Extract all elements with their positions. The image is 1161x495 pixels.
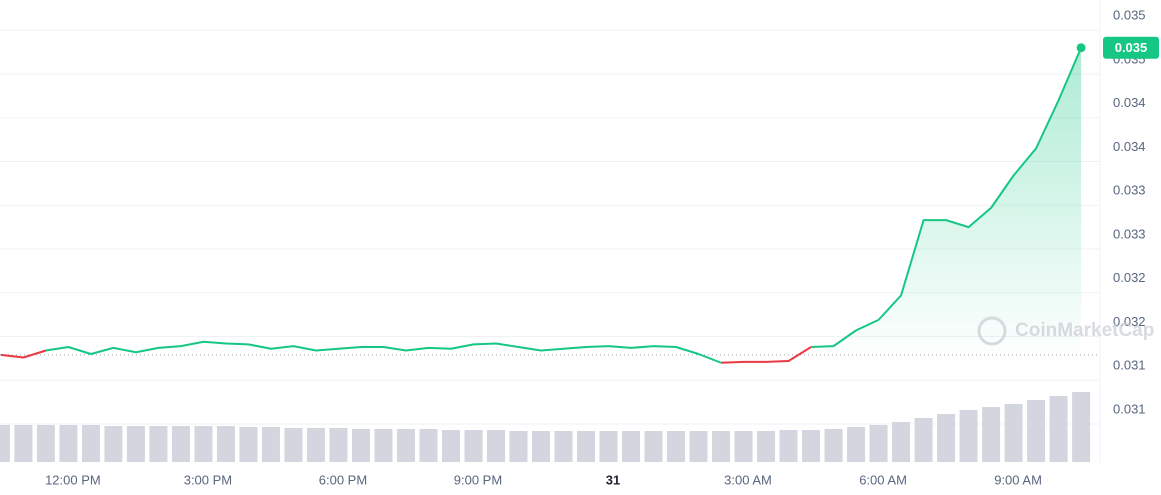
volume-bar — [171, 426, 190, 462]
volume-bar — [126, 426, 145, 462]
x-tick-label: 6:00 AM — [859, 472, 907, 487]
volume-bar — [441, 430, 460, 462]
volume-bar — [509, 431, 528, 462]
volume-bar — [982, 407, 1001, 462]
y-tick-label: 0.034 — [1113, 139, 1146, 154]
y-tick-label: 0.034 — [1113, 95, 1146, 110]
volume-bar — [1072, 392, 1091, 462]
volume-bar — [284, 428, 303, 462]
y-tick-label: 0.032 — [1113, 270, 1146, 285]
volume-bar — [216, 426, 235, 462]
volume-bar — [261, 427, 280, 462]
price-line — [720, 346, 812, 364]
volume-bar — [351, 429, 370, 462]
y-tick-label: 0.031 — [1113, 358, 1146, 373]
volume-bar — [824, 429, 843, 462]
volume-bar — [36, 425, 55, 462]
volume-bar — [396, 429, 415, 462]
volume-bar — [81, 425, 100, 462]
volume-bar — [239, 427, 258, 462]
volume-bar — [757, 431, 776, 462]
y-tick-label: 0.035 — [1113, 8, 1146, 23]
volume-bar — [486, 430, 505, 462]
x-tick-label: 3:00 AM — [724, 472, 772, 487]
volume-bar — [802, 430, 821, 462]
volume-bar — [531, 431, 550, 462]
volume-bar — [937, 414, 956, 462]
volume-bar — [0, 425, 10, 462]
x-tick-label: 12:00 PM — [45, 472, 101, 487]
volume-bar — [1049, 396, 1068, 462]
volume-bar — [779, 430, 798, 462]
volume-bar — [104, 426, 123, 462]
price-badge — [1103, 36, 1159, 59]
x-tick-label: 6:00 PM — [319, 472, 367, 487]
y-tick-label: 0.033 — [1113, 226, 1146, 241]
y-tick-label: 0.032 — [1113, 314, 1146, 329]
watermark-logo — [977, 316, 1007, 346]
x-tick-label: 9:00 AM — [994, 472, 1042, 487]
last-point — [1076, 43, 1086, 53]
volume-bar — [329, 428, 348, 462]
volume-bar — [599, 431, 618, 462]
volume-bar — [712, 431, 731, 462]
x-tick-label: 9:00 PM — [454, 472, 502, 487]
price-area — [0, 47, 1082, 363]
x-tick-label: 3:00 PM — [184, 472, 232, 487]
volume-bar — [14, 425, 33, 462]
volume-bar — [869, 425, 888, 462]
volume-bar — [914, 418, 933, 462]
volume-bar — [59, 425, 78, 462]
price-line — [0, 349, 47, 359]
volume-bar — [667, 431, 686, 462]
volume-bar — [577, 431, 596, 462]
volume-bar — [419, 429, 438, 462]
volume-bar — [892, 422, 911, 462]
watermark: CoinMarketCap — [1015, 320, 1154, 341]
price-line — [811, 47, 1083, 348]
volume-bar — [306, 428, 325, 462]
x-tick-label: 31 — [606, 472, 620, 487]
volume-bar — [689, 431, 708, 462]
volume-bar — [149, 426, 168, 462]
volume-bar — [464, 430, 483, 462]
volume-bar — [1004, 404, 1023, 462]
volume-bar — [194, 426, 213, 462]
price-badge-label: 0.035 — [1115, 40, 1148, 55]
volume-bar — [554, 431, 573, 462]
volume-bar — [847, 427, 866, 462]
volume-bar — [374, 429, 393, 462]
volume-bar — [1027, 400, 1046, 462]
y-tick-label: 0.033 — [1113, 183, 1146, 198]
price-line — [45, 340, 722, 364]
volume-bar — [644, 431, 663, 462]
volume-bar — [622, 431, 641, 462]
volume-bar — [959, 410, 978, 462]
y-tick-label: 0.031 — [1113, 401, 1146, 416]
volume-bar — [734, 431, 753, 462]
